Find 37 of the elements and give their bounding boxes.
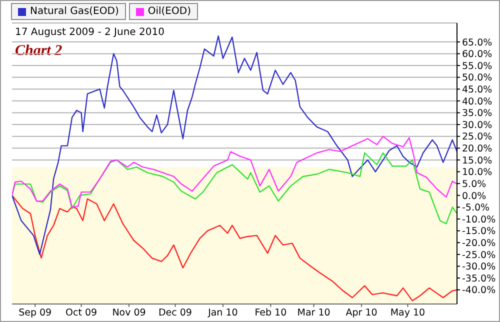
y-tick-label: 40.0% <box>462 96 492 108</box>
y-tick-label: 30.0% <box>462 120 492 131</box>
y-tick-label: 50.0% <box>462 72 492 84</box>
legend-label: Oil(EOD) <box>148 6 191 17</box>
y-tick-label: -40.0% <box>462 285 496 296</box>
line-series <box>12 194 457 302</box>
y-tick-label: -20.0% <box>462 238 496 249</box>
x-tick-label: Mar 10 <box>297 308 330 319</box>
y-tick-label: 35.0% <box>462 108 492 120</box>
y-tick-label: 20.0% <box>462 144 492 155</box>
line-series <box>12 136 457 208</box>
y-tick-label: 0.0% <box>462 190 486 202</box>
y-tick-label: -30.0% <box>462 262 496 273</box>
x-tick-label: Apr 10 <box>346 308 378 319</box>
y-tick-label: -5.0% <box>462 202 490 214</box>
x-tick-label: Dec 09 <box>158 308 192 319</box>
y-tick-label: 25.0% <box>462 132 492 143</box>
x-tick-label: Jan 10 <box>207 308 238 319</box>
x-tick-label: Nov 09 <box>112 308 146 319</box>
legend-label: Natural Gas(EOD) <box>30 6 119 17</box>
line-series <box>12 152 457 224</box>
x-tick-label: Feb 10 <box>254 308 287 319</box>
y-tick-label: 45.0% <box>462 84 492 96</box>
x-tick-label: Oct 09 <box>66 308 98 319</box>
y-tick-label: 65.0% <box>462 37 492 48</box>
y-tick-label: 60.0% <box>462 49 492 60</box>
y-tick-label: -15.0% <box>462 226 496 238</box>
chart-subtitle: 17 August 2009 - 2 June 2010 <box>15 27 164 38</box>
y-tick-label: 5.0% <box>462 178 486 190</box>
y-tick-label: 10.0% <box>462 167 492 178</box>
y-tick-label: 15.0% <box>462 155 492 166</box>
x-tick-label: May 10 <box>390 308 426 319</box>
y-tick-label: 55.0% <box>462 60 492 72</box>
y-tick-label: -10.0% <box>462 214 496 226</box>
y-tick-label: -25.0% <box>462 250 496 261</box>
x-tick-label: Sep 09 <box>18 308 52 319</box>
y-tick-label: -35.0% <box>462 273 496 284</box>
